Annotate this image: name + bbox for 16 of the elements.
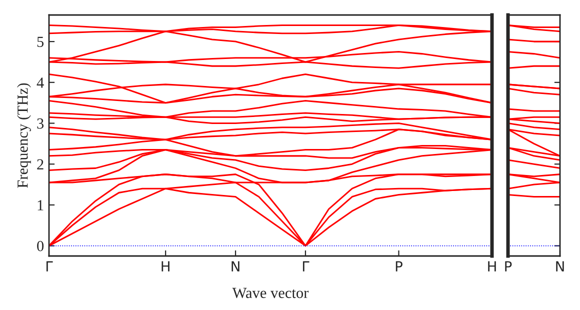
x-tick-label: N: [232, 261, 240, 272]
x-tick-label: P: [396, 261, 402, 272]
x-tick-label: H: [488, 261, 496, 272]
x-tick-label: Γ: [302, 261, 310, 272]
y-axis-title: Frequency (THz): [17, 83, 31, 188]
x-axis-title: Wave vector: [232, 288, 309, 298]
y-tick-label: 3: [37, 118, 44, 129]
y-tick-label: 1: [38, 200, 44, 210]
y-tick-label: 4: [36, 78, 44, 88]
y-tick-label: 5: [37, 36, 44, 47]
y-tick-label: 0: [37, 240, 44, 252]
x-tick-label: P: [505, 261, 512, 272]
x-tick-label: H: [162, 261, 170, 272]
x-tick-label: N: [556, 261, 564, 272]
x-tick-label: Γ: [46, 261, 53, 272]
y-tick-label: 2: [37, 159, 44, 170]
